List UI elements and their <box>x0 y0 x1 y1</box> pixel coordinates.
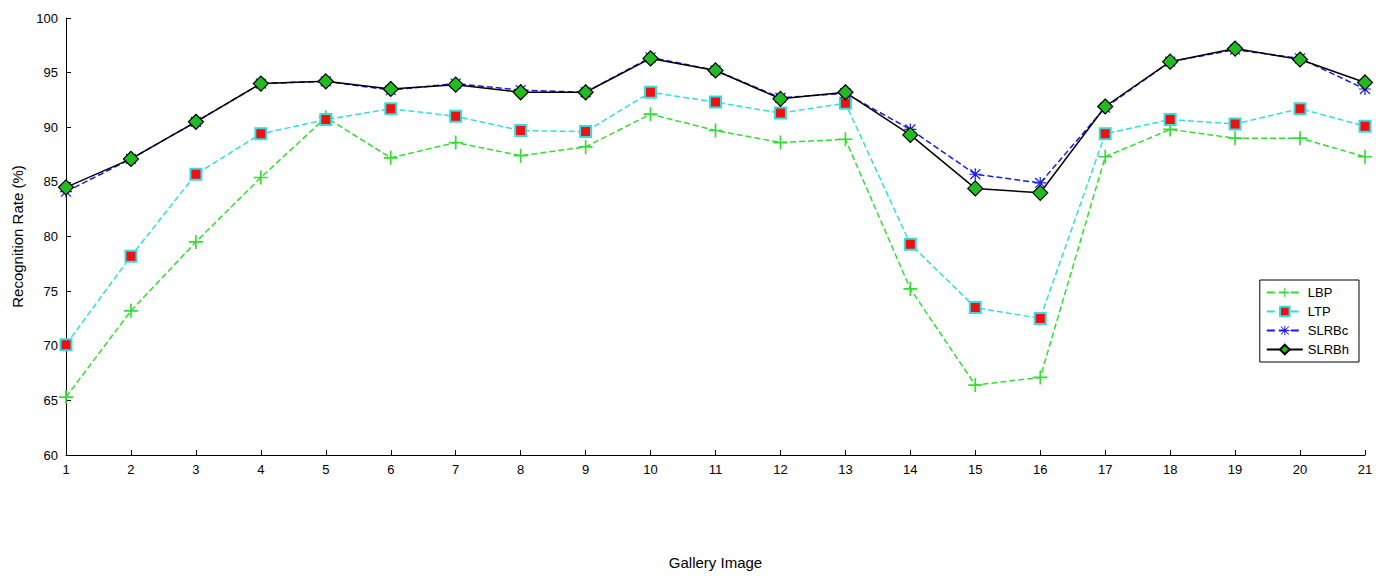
svg-text:80: 80 <box>44 229 58 244</box>
svg-text:15: 15 <box>968 462 982 477</box>
svg-text:LTP: LTP <box>1308 304 1331 319</box>
svg-text:7: 7 <box>452 462 459 477</box>
svg-text:SLRBc: SLRBc <box>1308 323 1349 338</box>
svg-text:18: 18 <box>1163 462 1177 477</box>
svg-text:2: 2 <box>127 462 134 477</box>
svg-text:21: 21 <box>1358 462 1372 477</box>
svg-text:13: 13 <box>838 462 852 477</box>
svg-text:Recognition Rate (%): Recognition Rate (%) <box>9 165 26 308</box>
svg-text:90: 90 <box>44 120 58 135</box>
svg-text:17: 17 <box>1098 462 1112 477</box>
svg-text:Gallery Image: Gallery Image <box>669 554 762 571</box>
svg-text:3: 3 <box>192 462 199 477</box>
svg-text:19: 19 <box>1228 462 1242 477</box>
svg-text:8: 8 <box>517 462 524 477</box>
svg-text:20: 20 <box>1293 462 1307 477</box>
svg-text:95: 95 <box>44 65 58 80</box>
svg-text:5: 5 <box>322 462 329 477</box>
svg-text:60: 60 <box>44 448 58 463</box>
svg-text:100: 100 <box>36 11 58 26</box>
svg-text:1: 1 <box>62 462 69 477</box>
svg-text:16: 16 <box>1033 462 1047 477</box>
svg-text:9: 9 <box>582 462 589 477</box>
svg-text:4: 4 <box>257 462 264 477</box>
svg-text:14: 14 <box>903 462 917 477</box>
svg-text:75: 75 <box>44 284 58 299</box>
svg-text:SLRBh: SLRBh <box>1308 342 1349 357</box>
svg-text:12: 12 <box>773 462 787 477</box>
svg-text:11: 11 <box>709 462 723 477</box>
svg-text:70: 70 <box>44 338 58 353</box>
svg-text:85: 85 <box>44 174 58 189</box>
svg-text:6: 6 <box>387 462 394 477</box>
svg-text:65: 65 <box>44 393 58 408</box>
svg-text:LBP: LBP <box>1308 285 1333 300</box>
svg-text:10: 10 <box>643 462 657 477</box>
